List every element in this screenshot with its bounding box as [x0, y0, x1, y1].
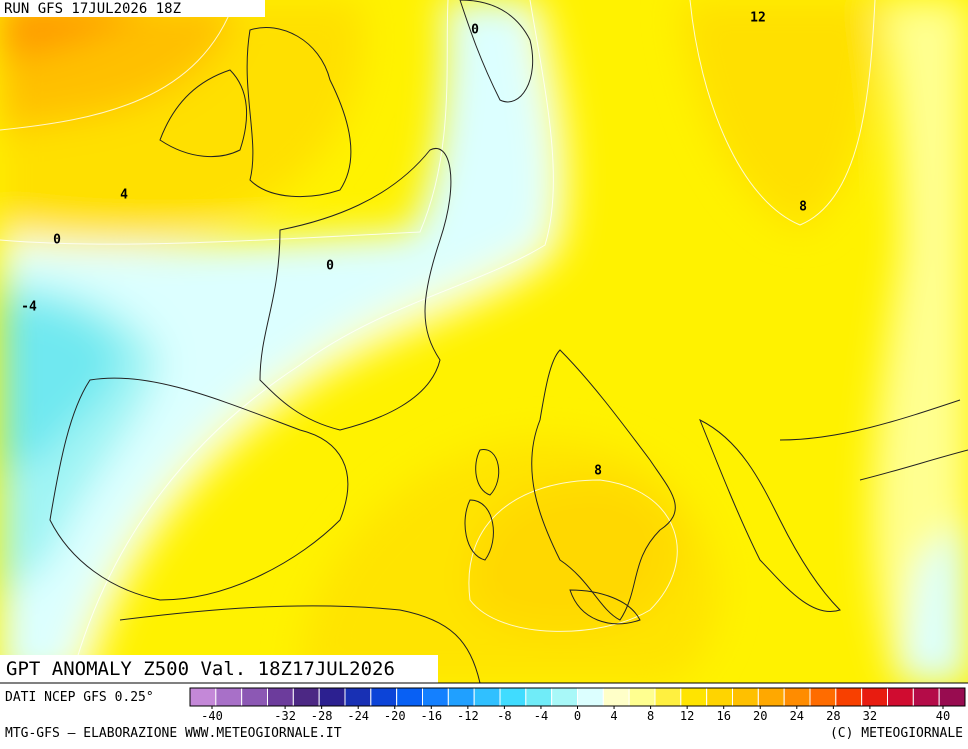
run-label: RUN GFS 17JUL2026 18Z: [4, 1, 181, 17]
colorbar-swatch: [292, 687, 320, 707]
colorbar-swatch: [757, 687, 785, 707]
contour-label: -4: [21, 300, 37, 315]
colorbar-swatch: [706, 687, 734, 707]
colorbar-tick-label: -28: [311, 709, 333, 723]
colorbar-tick-label: 16: [716, 709, 730, 723]
colorbar-tick-label: 20: [753, 709, 767, 723]
colorbar-swatch: [318, 687, 346, 707]
colorbar-swatch: [783, 687, 811, 707]
contour-label: 8: [799, 200, 807, 215]
credit: MTG-GFS — ELABORAZIONE WWW.METEOGIORNALE…: [5, 726, 342, 741]
contour-label: 4: [120, 188, 128, 203]
colorbar-tick-label: -20: [384, 709, 406, 723]
colorbar-tick-label: -32: [274, 709, 296, 723]
colorbar-swatch: [938, 687, 966, 707]
colorbar-tick-label: -40: [201, 709, 223, 723]
colorbar-tick-label: -8: [497, 709, 511, 723]
colorbar-tick-label: -12: [457, 709, 479, 723]
coastlines: [49, 0, 968, 684]
colorbar-tick-label: 0: [574, 709, 581, 723]
anomaly-field: [0, 0, 968, 684]
contour-labels: 0 12 4 8 0 0 -4 8: [21, 11, 807, 479]
colorbar-tick-label: 28: [826, 709, 840, 723]
colorbar-swatch: [396, 687, 423, 707]
colorbar-swatch: [422, 687, 449, 707]
colorbar-tick-label: 8: [647, 709, 654, 723]
colorbar-swatch: [215, 687, 243, 707]
source: DATI NCEP GFS 0.25°: [5, 690, 154, 705]
colorbar-swatch: [628, 687, 656, 707]
colorbar-swatch: [344, 687, 372, 707]
colorbar-swatch: [499, 687, 527, 707]
copyright: (C) METEOGIORNALE: [830, 726, 963, 741]
colorbar-tick-label: -24: [347, 709, 369, 723]
colorbar-swatch: [887, 687, 914, 707]
title-box: [0, 655, 438, 683]
colorbar-swatch: [473, 687, 501, 707]
colorbar-swatch: [525, 687, 553, 707]
contour-label: 12: [750, 11, 766, 26]
contour-label: 0: [326, 259, 334, 274]
colorbar-tick-label: -16: [420, 709, 442, 723]
colorbar-tick-label: 40: [936, 709, 950, 723]
map-title: GPT ANOMALY Z500 Val. 18Z17JUL2026: [6, 658, 395, 680]
colorbar-swatch: [241, 687, 269, 707]
colorbar-swatch: [835, 687, 863, 707]
colorbar-swatch: [267, 687, 294, 707]
colorbar-swatch: [551, 687, 579, 707]
colorbar-tick-label: -4: [534, 709, 548, 723]
colorbar-swatch: [370, 687, 398, 707]
contour-label: 8: [594, 464, 602, 479]
colorbar-swatch: [861, 687, 889, 707]
colorbar: -40 -32 -28 -24 -20 -16 -12 -8 -4 0 4 8 12 16 20 24 28 32…: [189, 687, 966, 723]
colorbar-tick-label: 32: [863, 709, 877, 723]
colorbar-swatch: [447, 687, 475, 707]
colorbar-swatch: [602, 687, 630, 707]
colorbar-tick-label: 12: [680, 709, 694, 723]
colorbar-tick-label: 4: [610, 709, 617, 723]
contour-label: 0: [471, 23, 479, 38]
colorbar-swatch: [577, 687, 604, 707]
header-box: [0, 0, 265, 17]
colorbar-swatch: [680, 687, 708, 707]
colorbar-swatch: [732, 687, 759, 707]
colorbar-swatch: [809, 687, 837, 707]
contour-label: 0: [53, 233, 61, 248]
colorbar-swatch: [189, 687, 217, 707]
colorbar-swatch: [912, 687, 940, 707]
colorbar-tick-label: 24: [790, 709, 804, 723]
colorbar-swatch: [654, 687, 682, 707]
